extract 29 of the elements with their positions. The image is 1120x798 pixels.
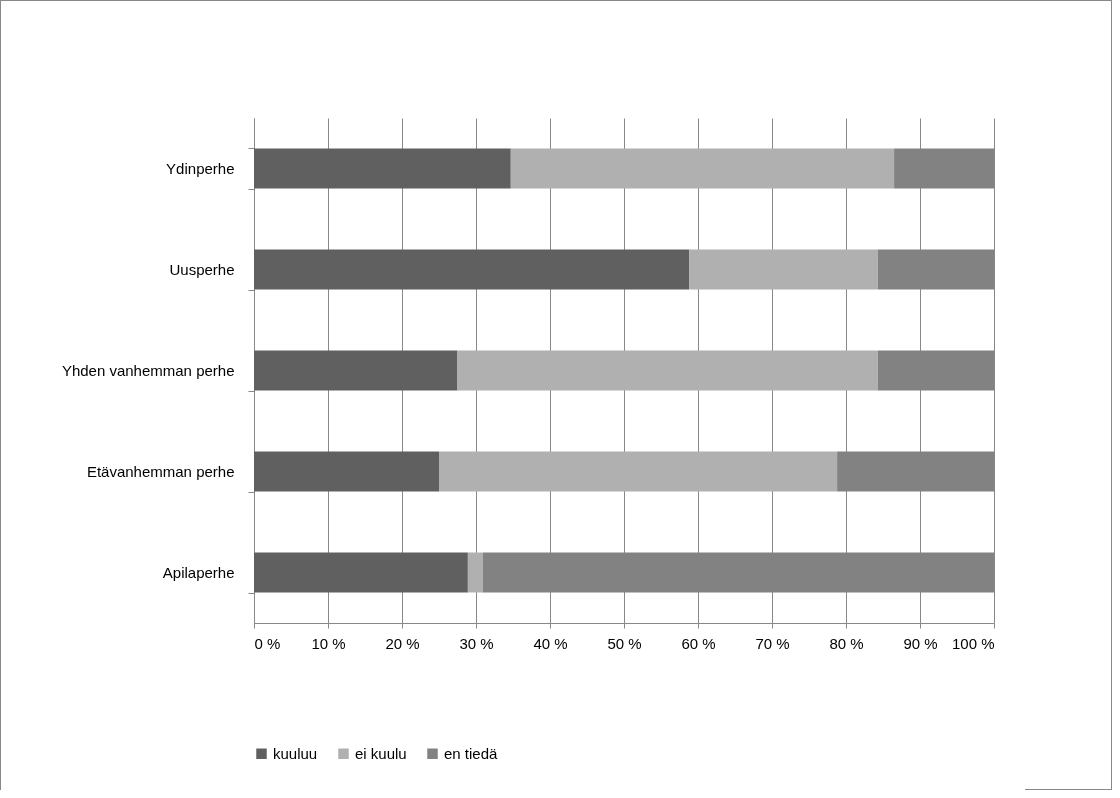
legend-label: kuuluu: [273, 744, 318, 762]
x-tick-label: 90 %: [903, 634, 938, 652]
x-tick-label: 80 %: [829, 634, 864, 652]
x-tick-label: 70 %: [755, 634, 790, 652]
x-tick-label: 10 %: [311, 634, 346, 652]
y-tick-label: Ydinperhe: [166, 160, 235, 177]
bar: [254, 148, 511, 189]
x-tick-label: 50 %: [607, 634, 642, 652]
bar: [254, 451, 439, 492]
legend-label: en tiedä: [444, 744, 499, 762]
x-tick-label: 0 %: [254, 634, 281, 652]
bar: [689, 249, 878, 290]
y-tick-label: Uusperhe: [169, 261, 235, 278]
x-tick-label: 20 %: [385, 634, 420, 652]
bar: [254, 249, 690, 290]
y-tick-label: Yhden vanhemman perhe: [61, 362, 235, 379]
bar: [510, 148, 895, 189]
x-tick-label: 30 %: [459, 634, 494, 652]
x-tick-label: 60 %: [681, 634, 716, 652]
x-tick-label: 40 %: [533, 634, 568, 652]
legend-label: ei kuulu: [355, 744, 407, 762]
bar: [467, 552, 483, 593]
bar: [254, 552, 468, 593]
bar: [439, 451, 838, 492]
y-tick-label: Apilaperhe: [162, 564, 235, 581]
x-tick-label: 100 %: [951, 634, 995, 652]
bar: [254, 350, 458, 391]
y-tick-label: Etävanhemman perhe: [86, 463, 235, 480]
bar: [457, 350, 878, 391]
